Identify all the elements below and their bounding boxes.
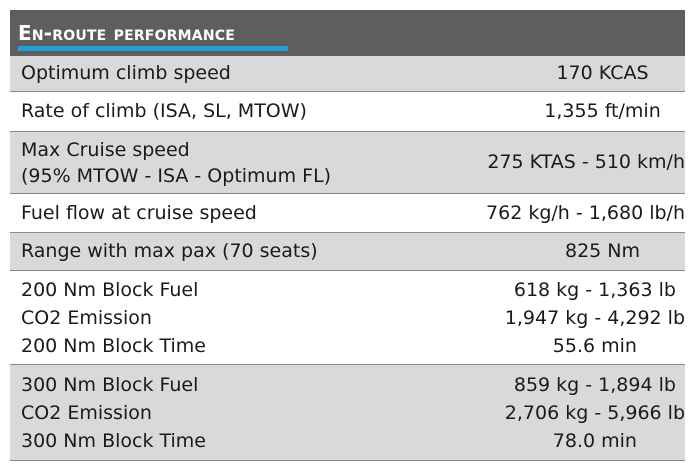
row-value: 859 kg - 1,894 lb 2,706 kg - 5,966 lb 78.0… bbox=[465, 365, 685, 460]
row-value: 1,355 ft/min bbox=[480, 92, 685, 131]
row-value-line: 2,706 kg - 5,966 lb bbox=[504, 401, 685, 424]
row-label-line: CO2 Emission bbox=[21, 401, 152, 424]
table-row: Rate of climb (ISA, SL, MTOW) 1,355 ft/mi… bbox=[10, 92, 685, 132]
row-value-line: 1,355 ft/min bbox=[544, 100, 661, 122]
row-label: Range with max pax (70 seats) bbox=[10, 233, 480, 270]
row-label-line: 300 Nm Block Time bbox=[21, 429, 206, 452]
row-label-line: CO2 Emission bbox=[21, 306, 152, 329]
row-value: 618 kg - 1,363 lb 1,947 kg - 4,292 lb 55.6… bbox=[465, 271, 685, 364]
row-value: 275 KTAS - 510 km/h bbox=[447, 132, 685, 193]
table-row: Fuel flow at cruise speed 762 kg/h - 1,68… bbox=[10, 194, 685, 233]
row-label-line: 300 Nm Block Fuel bbox=[21, 373, 199, 396]
row-label-line: 200 Nm Block Fuel bbox=[21, 278, 199, 301]
row-label-line: Fuel flow at cruise speed bbox=[21, 201, 257, 224]
table-row: Max Cruise speed (95% MTOW - ISA - Optimu… bbox=[10, 132, 685, 194]
row-value: 762 kg/h - 1,680 lb/h bbox=[446, 194, 685, 232]
row-label: 300 Nm Block Fuel CO2 Emission 300 Nm Bloc… bbox=[10, 365, 465, 460]
row-value: 825 Nm bbox=[480, 233, 685, 270]
table-row: 200 Nm Block Fuel CO2 Emission 200 Nm Bloc… bbox=[10, 271, 685, 365]
row-label-line: (95% MTOW - ISA - Optimum FL) bbox=[21, 164, 332, 187]
row-value-line: 55.6 min bbox=[552, 334, 637, 357]
row-value-line: 1,947 kg - 4,292 lb bbox=[504, 306, 685, 329]
row-label: Fuel flow at cruise speed bbox=[10, 194, 446, 232]
row-value-line: 170 KCAS bbox=[556, 62, 649, 84]
row-value-line: 618 kg - 1,363 lb bbox=[513, 278, 676, 301]
row-label-line: Range with max pax (70 seats) bbox=[21, 240, 318, 262]
performance-table: Optimum climb speed 170 KCAS Rate of climb… bbox=[10, 56, 685, 461]
row-value-line: 762 kg/h - 1,680 lb/h bbox=[486, 201, 685, 224]
row-value: 170 KCAS bbox=[480, 56, 685, 91]
table-row: 300 Nm Block Fuel CO2 Emission 300 Nm Bloc… bbox=[10, 365, 685, 461]
title-underline bbox=[18, 46, 288, 51]
row-label-line: Optimum climb speed bbox=[21, 62, 231, 84]
row-label-line: 200 Nm Block Time bbox=[21, 334, 206, 357]
row-value-line: 825 Nm bbox=[564, 240, 641, 262]
section-title: En-route performance bbox=[18, 21, 235, 45]
row-label: Max Cruise speed (95% MTOW - ISA - Optimu… bbox=[10, 132, 447, 193]
section-header: En-route performance bbox=[10, 10, 685, 56]
row-value-line: 78.0 min bbox=[552, 429, 637, 452]
row-label-line: Max Cruise speed bbox=[21, 138, 190, 161]
table-row: Range with max pax (70 seats) 825 Nm bbox=[10, 233, 685, 271]
row-value-line: 275 KTAS - 510 km/h bbox=[487, 151, 685, 173]
row-label-line: Rate of climb (ISA, SL, MTOW) bbox=[21, 100, 307, 122]
row-value-line: 859 kg - 1,894 lb bbox=[513, 373, 676, 396]
table-row: Optimum climb speed 170 KCAS bbox=[10, 56, 685, 92]
row-label: 200 Nm Block Fuel CO2 Emission 200 Nm Bloc… bbox=[10, 271, 465, 364]
row-label: Rate of climb (ISA, SL, MTOW) bbox=[10, 92, 480, 131]
row-label: Optimum climb speed bbox=[10, 56, 480, 91]
